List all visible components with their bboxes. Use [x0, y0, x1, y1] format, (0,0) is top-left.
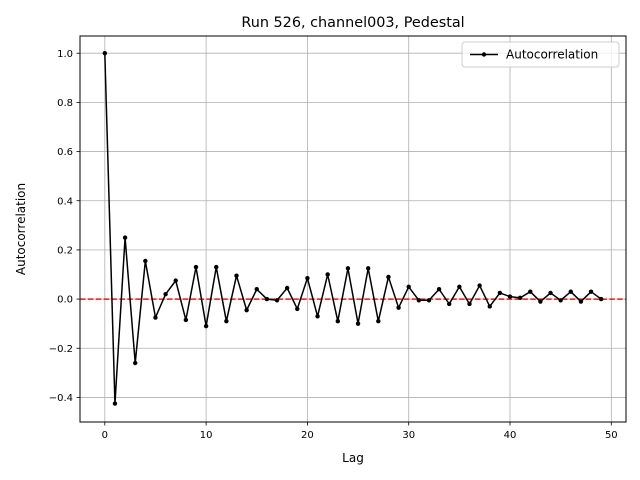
data-point — [133, 360, 138, 366]
y-axis-label: Autocorrelation — [14, 183, 28, 275]
chart-title: Run 526, channel003, Pedestal — [241, 15, 464, 31]
data-point — [264, 296, 270, 302]
data-point — [598, 296, 604, 302]
data-point — [477, 283, 482, 288]
data-point — [538, 299, 543, 304]
data-point — [295, 306, 300, 312]
data-point — [315, 314, 320, 319]
data-point — [203, 323, 209, 329]
y-tick-label: −0.4 — [49, 393, 73, 404]
data-point — [325, 272, 330, 277]
y-tick-label: −0.2 — [49, 344, 73, 355]
data-point — [376, 318, 381, 324]
y-tick-label: 0.8 — [57, 98, 73, 109]
data-point — [386, 274, 391, 280]
plot-area-frame — [79, 35, 627, 423]
y-tick-label: 1.0 — [57, 49, 73, 60]
data-point — [568, 289, 573, 294]
data-point — [143, 258, 148, 264]
data-point — [274, 298, 280, 303]
data-point — [102, 51, 108, 56]
x-tick-label: 40 — [504, 430, 517, 441]
data-point — [284, 285, 290, 291]
legend-box — [461, 41, 620, 68]
data-point — [528, 289, 533, 294]
data-point — [497, 290, 503, 296]
data-point — [153, 315, 158, 320]
data-point — [355, 321, 361, 326]
axis-ticks: 0 10 20 30 40 50 −0.4 −0.2 0.0 0.2 0.4 0.6 0.8 1.0 — [49, 49, 618, 441]
y-tick-label: 0.2 — [57, 245, 73, 256]
data-point — [163, 291, 168, 297]
data-point — [457, 284, 462, 289]
data-point — [578, 299, 584, 304]
data-point — [507, 294, 513, 299]
data-point — [183, 317, 189, 323]
data-point — [416, 298, 422, 303]
data-point — [234, 273, 239, 278]
y-tick-label: 0.4 — [57, 196, 73, 207]
data-point — [436, 287, 442, 292]
x-axis-label: Lag — [342, 451, 364, 465]
data-point — [517, 295, 523, 301]
x-tick-label: 50 — [605, 430, 618, 441]
data-point — [558, 298, 563, 303]
data-point — [345, 266, 351, 271]
data-point — [122, 235, 128, 240]
data-point — [426, 298, 432, 303]
legend-marker-sample — [481, 52, 487, 57]
data-point — [548, 290, 553, 296]
x-tick-label: 20 — [301, 430, 314, 441]
data-point — [112, 401, 118, 406]
data-point — [487, 304, 492, 309]
x-tick-label: 10 — [200, 430, 213, 441]
legend: Autocorrelation — [461, 41, 620, 68]
data-point — [447, 301, 452, 307]
data-point — [224, 318, 229, 324]
data-point — [396, 305, 401, 310]
series-autocorrelation — [102, 51, 604, 406]
legend-entry-autocorrelation: Autocorrelation — [506, 48, 598, 62]
data-point — [193, 264, 199, 270]
y-tick-label: 0.6 — [57, 147, 73, 158]
y-tick-label: 0.0 — [57, 295, 73, 306]
data-point — [365, 266, 371, 271]
data-point — [254, 287, 259, 292]
x-tick-label: 30 — [402, 430, 415, 441]
data-point — [335, 318, 341, 324]
data-point — [467, 301, 472, 307]
data-point — [588, 289, 594, 294]
data-point — [214, 264, 219, 270]
x-tick-label: 0 — [102, 430, 108, 441]
data-point — [305, 275, 310, 281]
data-point — [406, 284, 411, 289]
data-point — [173, 278, 178, 283]
data-point — [244, 307, 249, 313]
